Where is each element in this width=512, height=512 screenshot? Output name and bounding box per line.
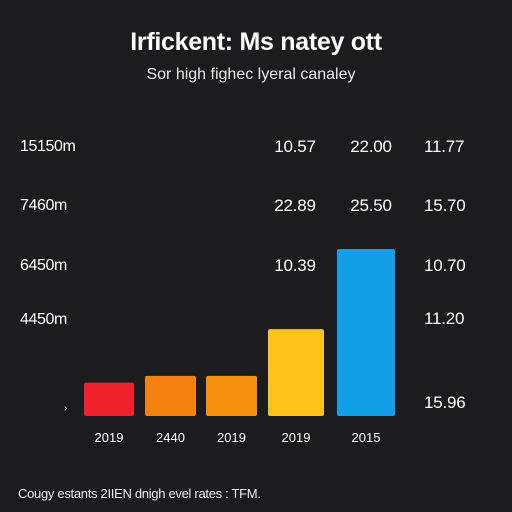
y-label-1: 15150m xyxy=(20,138,76,155)
chart-title: Irfickent: Ms natey ott xyxy=(130,28,382,56)
column-label-2-2: 25.50 xyxy=(350,196,392,215)
right-label-2: 15.70 xyxy=(424,196,466,215)
x-tick-label-2: 2440 xyxy=(156,430,185,445)
x-tick-label-1: 2019 xyxy=(95,430,124,445)
column-label-1-3: 10.39 xyxy=(274,256,316,275)
bar-4 xyxy=(268,329,324,416)
right-label-5: 15.96 xyxy=(424,393,466,412)
bar-5 xyxy=(337,249,395,416)
y-label-2: 7460m xyxy=(20,197,67,214)
bar-2 xyxy=(145,375,196,416)
column-label-1-1: 10.57 xyxy=(274,137,316,156)
bar-3 xyxy=(206,375,257,416)
x-tick-label-3: 2019 xyxy=(217,430,246,445)
bar-1 xyxy=(84,382,134,416)
column-label-2-1: 22.00 xyxy=(350,137,392,156)
y-label-3: 6450m xyxy=(20,257,67,274)
right-label-4: 11.20 xyxy=(424,309,465,328)
axis-caret-icon: › xyxy=(64,403,68,414)
right-label-3: 10.70 xyxy=(424,256,466,275)
y-label-4: 4450m xyxy=(20,311,67,328)
right-label-1: 11.77 xyxy=(424,137,465,156)
chart-subtitle: Sor high fighec lyeral canaley xyxy=(146,66,356,83)
footer-note: Cougy estants 2IIEN dnigh evel rates : T… xyxy=(18,486,261,501)
x-tick-label-5: 2015 xyxy=(352,430,381,445)
column-label-1-2: 22.89 xyxy=(274,196,316,215)
x-tick-label-4: 2019 xyxy=(282,430,311,445)
